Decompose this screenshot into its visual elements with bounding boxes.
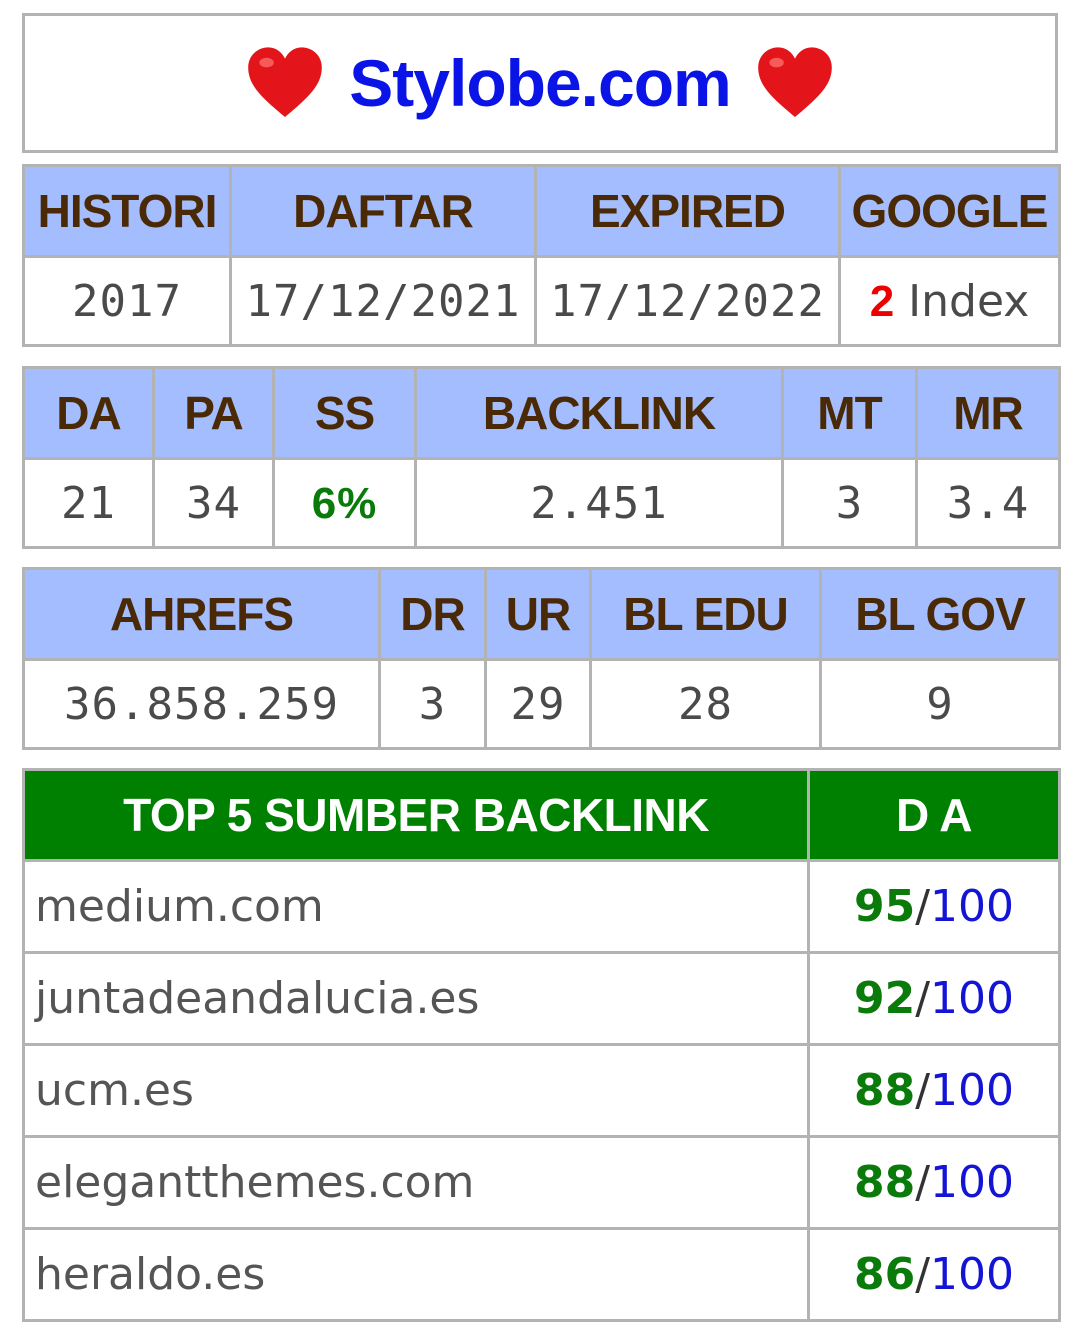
value-google: 2 Index — [838, 255, 1061, 347]
da-max: 100 — [930, 1065, 1015, 1116]
da-max: 100 — [930, 881, 1015, 932]
value-ur: 29 — [484, 658, 592, 750]
value-daftar: 17/12/2021 — [229, 255, 537, 347]
backlink-source: juntadeandalucia.es — [22, 951, 810, 1046]
backlink-da: 92/100 — [807, 951, 1061, 1046]
value-ahrefs: 36.858.259 — [22, 658, 381, 750]
header-top-sources: TOP 5 SUMBER BACKLINK — [22, 768, 810, 862]
da-separator: / — [915, 1249, 931, 1300]
site-title-box: Stylobe.com — [22, 13, 1058, 153]
google-index-label: Index — [908, 275, 1030, 327]
da-score: 88 — [853, 1065, 916, 1116]
value-backlink: 2.451 — [414, 457, 784, 549]
header-source-da: D A — [807, 768, 1061, 862]
value-ss: 6% — [272, 457, 417, 549]
top-backlink-sources-table: TOP 5 SUMBER BACKLINK D A medium.com 95/… — [22, 768, 1061, 1322]
header-ss: SS — [272, 366, 417, 460]
value-mr: 3.4 — [915, 457, 1061, 549]
da-separator: / — [915, 1065, 931, 1116]
da-score: 92 — [853, 973, 916, 1024]
header-daftar: DAFTAR — [229, 164, 537, 258]
da-max: 100 — [930, 1249, 1015, 1300]
backlink-source: ucm.es — [22, 1043, 810, 1138]
ahrefs-metrics-table: AHREFS DR UR BL EDU BL GOV 36.858.259 3 … — [22, 567, 1061, 750]
header-pa: PA — [152, 366, 275, 460]
site-name: Stylobe.com — [349, 46, 731, 120]
header-bl-edu: BL EDU — [589, 567, 822, 661]
backlink-da: 95/100 — [807, 859, 1061, 954]
header-mt: MT — [781, 366, 918, 460]
header-mr: MR — [915, 366, 1061, 460]
backlink-source: medium.com — [22, 859, 810, 954]
da-score: 95 — [853, 881, 916, 932]
backlink-da: 88/100 — [807, 1135, 1061, 1230]
spam-score: 6% — [311, 478, 378, 528]
value-dr: 3 — [378, 658, 487, 750]
da-max: 100 — [930, 1157, 1015, 1208]
value-expired: 17/12/2022 — [534, 255, 841, 347]
backlink-da: 88/100 — [807, 1043, 1061, 1138]
value-histori: 2017 — [22, 255, 232, 347]
backlink-da: 86/100 — [807, 1227, 1061, 1322]
header-backlink: BACKLINK — [414, 366, 784, 460]
value-bl-edu: 28 — [589, 658, 822, 750]
value-bl-gov: 9 — [819, 658, 1061, 750]
header-da: DA — [22, 366, 155, 460]
value-mt: 3 — [781, 457, 918, 549]
header-histori: HISTORI — [22, 164, 232, 258]
da-max: 100 — [930, 973, 1015, 1024]
da-separator: / — [915, 881, 931, 932]
da-score: 88 — [853, 1157, 916, 1208]
header-ur: UR — [484, 567, 592, 661]
da-separator: / — [915, 973, 931, 1024]
google-index-count: 2 — [869, 276, 895, 326]
header-google: GOOGLE — [838, 164, 1061, 258]
da-separator: / — [915, 1157, 931, 1208]
value-pa: 34 — [152, 457, 275, 549]
header-bl-gov: BL GOV — [819, 567, 1061, 661]
heart-icon — [757, 47, 832, 117]
domain-info-table: HISTORI DAFTAR EXPIRED GOOGLE 2017 17/12… — [22, 164, 1061, 347]
backlink-source: heraldo.es — [22, 1227, 810, 1322]
heart-icon — [248, 47, 323, 117]
header-ahrefs: AHREFS — [22, 567, 381, 661]
value-da: 21 — [22, 457, 155, 549]
backlink-source: elegantthemes.com — [22, 1135, 810, 1230]
moz-metrics-table: DA PA SS BACKLINK MT MR 21 34 6% 2.451 3… — [22, 366, 1061, 549]
header-dr: DR — [378, 567, 487, 661]
da-score: 86 — [853, 1249, 916, 1300]
header-expired: EXPIRED — [534, 164, 841, 258]
